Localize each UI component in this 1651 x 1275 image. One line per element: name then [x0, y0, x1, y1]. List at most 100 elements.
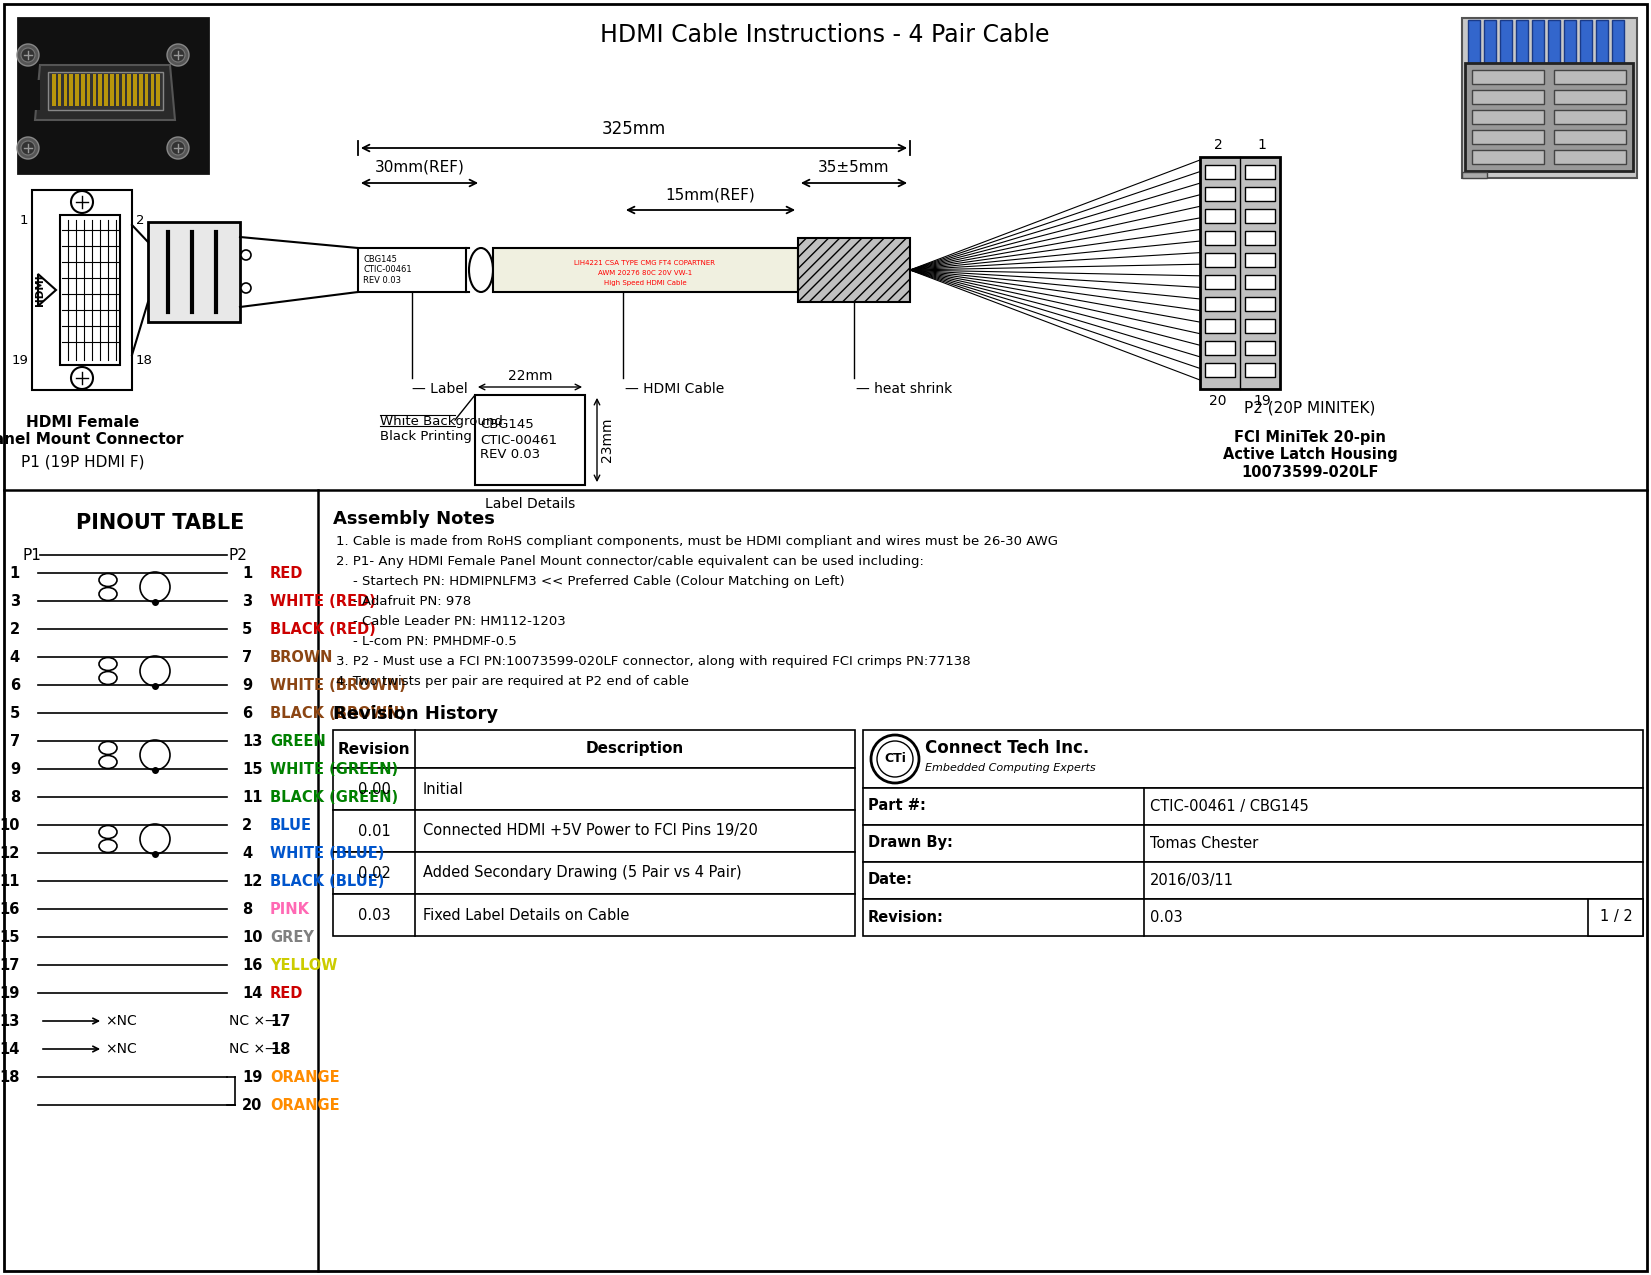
Circle shape — [241, 283, 251, 293]
Bar — [1205, 319, 1235, 333]
Bar — [494, 249, 797, 292]
Text: 19: 19 — [0, 986, 20, 1001]
Bar — [149, 222, 239, 323]
Circle shape — [167, 45, 188, 66]
Bar — [1611, 20, 1625, 65]
Text: 4. Two twists per pair are required at P2 end of cable: 4. Two twists per pair are required at P… — [337, 674, 688, 688]
Bar — [1554, 110, 1626, 124]
Text: Embedded Computing Experts: Embedded Computing Experts — [925, 762, 1096, 773]
Text: 0.02: 0.02 — [358, 866, 390, 881]
Text: 22mm: 22mm — [509, 368, 551, 382]
Bar — [1473, 130, 1544, 144]
Bar — [1245, 252, 1275, 266]
Bar — [334, 768, 855, 810]
Text: 12: 12 — [243, 873, 263, 889]
Text: P1 (19P HDMI F): P1 (19P HDMI F) — [21, 454, 145, 469]
Text: BLACK (GREEN): BLACK (GREEN) — [271, 789, 398, 805]
Bar — [58, 74, 61, 106]
Bar — [863, 862, 1643, 899]
Bar — [1200, 157, 1280, 389]
Bar — [863, 825, 1643, 862]
Bar — [69, 74, 73, 106]
Text: - L-com PN: PMHDMF-0.5: - L-com PN: PMHDMF-0.5 — [337, 635, 517, 648]
Text: 2. P1- Any HDMI Female Panel Mount connector/cable equivalent can be used includ: 2. P1- Any HDMI Female Panel Mount conne… — [337, 555, 925, 567]
Text: Initial: Initial — [423, 782, 464, 797]
Bar — [1554, 130, 1626, 144]
Text: 11: 11 — [0, 873, 20, 889]
Text: 23mm: 23mm — [599, 418, 614, 463]
Text: 1: 1 — [10, 566, 20, 580]
Text: — Label: — Label — [413, 382, 467, 397]
Text: PINK: PINK — [271, 901, 310, 917]
Bar — [334, 810, 855, 852]
Text: AWM 20276 80C 20V VW-1: AWM 20276 80C 20V VW-1 — [598, 270, 692, 275]
Text: - Adafruit PN: 978: - Adafruit PN: 978 — [337, 595, 471, 608]
Bar — [1245, 363, 1275, 377]
Text: 13: 13 — [243, 733, 263, 748]
Bar — [1473, 70, 1544, 84]
Text: P2 (20P MINITEK): P2 (20P MINITEK) — [1245, 400, 1375, 416]
Text: Part #:: Part #: — [868, 798, 926, 813]
Bar — [51, 74, 56, 106]
Bar — [1205, 363, 1235, 377]
Bar — [334, 852, 855, 894]
Bar — [150, 74, 154, 106]
Text: 30mm(REF): 30mm(REF) — [375, 159, 464, 175]
Text: 13: 13 — [0, 1014, 20, 1029]
Circle shape — [21, 48, 35, 62]
Text: 15: 15 — [0, 929, 20, 945]
Text: - Startech PN: HDMIPNLFM3 << Preferred Cable (Colour Matching on Left): - Startech PN: HDMIPNLFM3 << Preferred C… — [337, 575, 845, 588]
Bar — [1205, 209, 1235, 223]
Circle shape — [21, 142, 35, 156]
Bar — [1245, 275, 1275, 289]
Text: 0.00: 0.00 — [358, 782, 390, 797]
Bar — [127, 74, 130, 106]
Text: 5: 5 — [10, 705, 20, 720]
Circle shape — [172, 48, 185, 62]
Text: Tomas Chester: Tomas Chester — [1149, 835, 1258, 850]
Text: Added Secondary Drawing (5 Pair vs 4 Pair): Added Secondary Drawing (5 Pair vs 4 Pai… — [423, 866, 741, 881]
Bar — [122, 74, 125, 106]
Text: 9: 9 — [10, 761, 20, 776]
Text: 2: 2 — [243, 817, 253, 833]
Bar — [334, 731, 855, 768]
Bar — [157, 74, 160, 106]
Text: High Speed HDMI Cable: High Speed HDMI Cable — [604, 280, 687, 286]
Bar — [104, 74, 107, 106]
Text: 10: 10 — [243, 929, 263, 945]
Bar — [1532, 20, 1544, 65]
Bar — [1205, 252, 1235, 266]
Text: 4: 4 — [10, 649, 20, 664]
Text: 6: 6 — [10, 677, 20, 692]
Text: WHITE (BROWN): WHITE (BROWN) — [271, 677, 406, 692]
Bar — [475, 395, 584, 484]
Bar — [1463, 172, 1488, 178]
Text: Date:: Date: — [868, 872, 913, 887]
Text: HDMI: HDMI — [35, 274, 45, 306]
Bar — [1205, 187, 1235, 201]
Text: CBG145
CTIC-00461
REV 0.03: CBG145 CTIC-00461 REV 0.03 — [480, 418, 556, 462]
Text: — HDMI Cable: — HDMI Cable — [626, 382, 725, 397]
Text: Revision:: Revision: — [868, 909, 944, 924]
Bar — [31, 190, 132, 390]
Text: 6: 6 — [243, 705, 253, 720]
Bar — [1473, 150, 1544, 164]
Text: Label Details: Label Details — [485, 497, 575, 511]
Text: BLACK (BROWN): BLACK (BROWN) — [271, 705, 406, 720]
Text: 35±5mm: 35±5mm — [819, 159, 890, 175]
Bar — [1245, 164, 1275, 178]
Text: YELLOW: YELLOW — [271, 958, 337, 973]
Bar — [863, 899, 1643, 936]
Text: 1: 1 — [243, 566, 253, 580]
Bar — [1245, 297, 1275, 311]
Text: 8: 8 — [10, 789, 20, 805]
Text: 10: 10 — [0, 817, 20, 833]
Text: LIH4221 CSA TYPE CMG FT4 COPARTNER: LIH4221 CSA TYPE CMG FT4 COPARTNER — [575, 260, 715, 266]
Text: GREEN: GREEN — [271, 733, 325, 748]
Text: CTIC-00461 / CBG145: CTIC-00461 / CBG145 — [1149, 798, 1309, 813]
Text: 3. P2 - Must use a FCI PN:10073599-020LF connector, along with required FCI crim: 3. P2 - Must use a FCI PN:10073599-020LF… — [337, 655, 971, 668]
Text: 8: 8 — [243, 901, 253, 917]
Text: 0.03: 0.03 — [1149, 909, 1182, 924]
Text: 14: 14 — [243, 986, 263, 1001]
Bar — [1205, 275, 1235, 289]
